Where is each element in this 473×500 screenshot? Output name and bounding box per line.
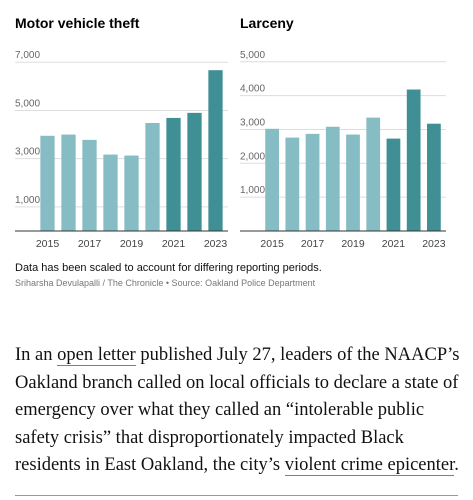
chart-title: Motor vehicle theft <box>15 15 140 31</box>
bar <box>325 126 340 231</box>
y-tick-label: 4,000 <box>240 84 265 95</box>
link[interactable]: violent crime epicenter <box>284 455 455 476</box>
bar <box>346 134 360 231</box>
bar <box>366 117 381 231</box>
chart-source: Sriharsha Devulapalli / The Chronicle • … <box>15 278 316 288</box>
x-tick-label: 2015 <box>260 238 284 250</box>
x-tick-label: 2015 <box>36 238 60 250</box>
y-tick-label: 5,000 <box>15 98 40 109</box>
bar <box>265 128 279 231</box>
bar <box>40 135 55 231</box>
bar <box>305 133 320 231</box>
chart-title: Larceny <box>240 15 294 31</box>
bar <box>124 155 139 231</box>
article-paragraph: In an open letter published July 27, lea… <box>15 342 465 480</box>
bar <box>187 112 202 231</box>
bar <box>61 134 76 231</box>
x-tick-label: 2017 <box>301 238 325 250</box>
y-tick-label: 3,000 <box>240 117 265 128</box>
x-tick-label: 2021 <box>382 238 406 250</box>
divider <box>15 495 458 496</box>
bar <box>208 70 223 231</box>
bar <box>386 138 401 231</box>
y-tick-label: 1,000 <box>15 195 40 206</box>
y-tick-label: 7,000 <box>15 50 40 61</box>
y-tick-label: 3,000 <box>15 147 40 158</box>
charts: Motor vehicle theft 1,000 3,000 5,000 7,000 2… <box>15 15 446 250</box>
bar <box>145 122 160 231</box>
x-tick-label: 2019 <box>341 238 365 250</box>
bar <box>103 154 118 231</box>
x-tick-label: 2023 <box>422 238 446 250</box>
link[interactable]: open letter <box>57 345 136 366</box>
y-tick-label: 5,000 <box>240 50 265 61</box>
bar <box>285 137 300 231</box>
x-tick-label: 2023 <box>204 238 228 250</box>
chart-note: Data has been scaled to account for diff… <box>15 262 322 274</box>
text: published July 27, leaders of the NAACP’… <box>15 345 460 475</box>
y-tick-label: 2,000 <box>240 151 265 162</box>
x-tick-label: 2017 <box>78 238 102 250</box>
bar <box>427 123 441 231</box>
bar <box>406 89 421 232</box>
y-tick-label: 1,000 <box>240 185 265 196</box>
bar <box>166 117 181 231</box>
x-tick-label: 2019 <box>120 238 144 250</box>
text: . <box>454 455 459 475</box>
text: In an <box>15 345 58 365</box>
x-tick-label: 2021 <box>162 238 186 250</box>
bar <box>82 139 97 231</box>
